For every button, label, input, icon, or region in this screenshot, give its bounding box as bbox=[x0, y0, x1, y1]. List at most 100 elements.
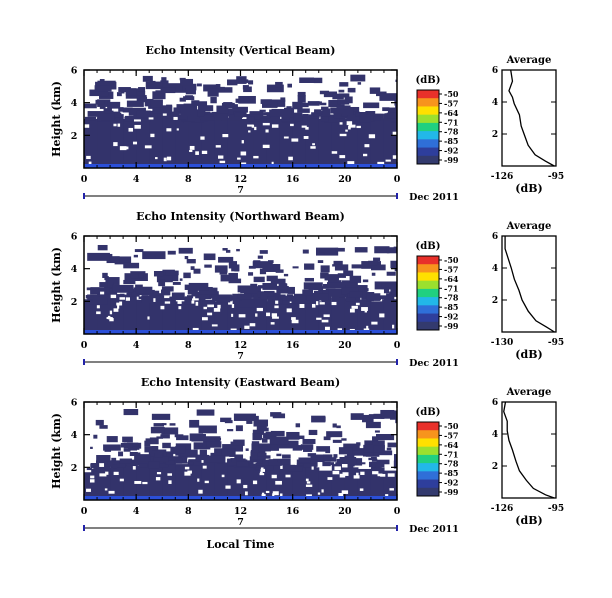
y-tick-label: 2 bbox=[71, 463, 78, 474]
echo-cell bbox=[364, 288, 369, 292]
gap-cell bbox=[90, 475, 95, 479]
echo-cell bbox=[151, 413, 171, 420]
echo-cell bbox=[95, 99, 105, 105]
echo-cell bbox=[337, 273, 346, 278]
gap-cell bbox=[213, 308, 221, 312]
echo-cell bbox=[380, 117, 384, 121]
average-title: Average bbox=[506, 55, 552, 66]
gap-cell bbox=[283, 136, 289, 139]
echo-cell bbox=[119, 458, 132, 464]
gap-cell bbox=[109, 318, 114, 322]
echo-cell bbox=[100, 112, 115, 121]
echo-cell bbox=[302, 438, 316, 444]
echo-column bbox=[162, 298, 176, 334]
echo-cell bbox=[235, 425, 243, 432]
echo-column bbox=[383, 296, 397, 334]
colorbar-segment bbox=[417, 313, 439, 323]
gap-cell bbox=[201, 150, 208, 155]
gap-cell bbox=[104, 488, 108, 491]
gap-cell bbox=[316, 301, 319, 306]
echo-cell bbox=[234, 454, 244, 461]
echo-column bbox=[175, 119, 189, 168]
echo-column bbox=[370, 119, 385, 168]
gap-cell bbox=[134, 480, 142, 484]
average-x-tick-label: -126 bbox=[491, 504, 514, 514]
echo-column bbox=[331, 115, 346, 168]
echo-cell bbox=[144, 440, 151, 447]
echo-cell bbox=[382, 299, 394, 303]
echo-cell bbox=[198, 443, 203, 447]
gap-cell bbox=[261, 469, 266, 472]
echo-cell bbox=[123, 448, 131, 452]
echo-cell bbox=[227, 429, 234, 432]
gap-cell bbox=[339, 122, 343, 125]
echo-cell bbox=[276, 453, 282, 457]
echo-column bbox=[227, 464, 242, 500]
echo-cell bbox=[109, 112, 122, 118]
echo-cell bbox=[179, 278, 183, 281]
echo-cell bbox=[216, 105, 229, 114]
gap-cell bbox=[144, 145, 152, 149]
echo-cell bbox=[104, 284, 114, 288]
gap-cell bbox=[334, 466, 341, 471]
average-y-tick-label: 4 bbox=[492, 430, 498, 440]
gap-cell bbox=[355, 302, 360, 306]
echo-cell bbox=[166, 111, 179, 119]
echo-cell bbox=[326, 282, 345, 289]
echo-column bbox=[383, 470, 397, 500]
echo-cell bbox=[235, 458, 246, 464]
gap-cell bbox=[113, 123, 117, 127]
echo-cell bbox=[365, 421, 381, 429]
gap-cell bbox=[262, 144, 270, 149]
echo-cell bbox=[346, 114, 364, 121]
echo-cell bbox=[84, 116, 97, 121]
echo-cell bbox=[165, 460, 175, 465]
gap-cell bbox=[155, 477, 161, 481]
echo-cell bbox=[375, 464, 382, 468]
echo-cell bbox=[189, 433, 199, 441]
echo-cell bbox=[390, 260, 397, 269]
echo-cell bbox=[220, 274, 231, 282]
echo-cell bbox=[90, 287, 110, 294]
echo-cell bbox=[93, 434, 98, 439]
echo-cell bbox=[286, 294, 294, 297]
colorbar-tick-label: -85 bbox=[444, 468, 458, 478]
echo-cell bbox=[257, 255, 263, 259]
echo-cell bbox=[350, 74, 366, 82]
gap-cell bbox=[317, 492, 321, 495]
echo-cell bbox=[123, 262, 140, 269]
echo-cell bbox=[362, 279, 369, 283]
echo-cell bbox=[225, 249, 231, 253]
echo-cell bbox=[323, 283, 329, 289]
echo-cell bbox=[393, 460, 397, 469]
echo-cell bbox=[238, 95, 256, 104]
gap-cell bbox=[197, 478, 200, 482]
gap-cell bbox=[339, 155, 346, 159]
echo-cell bbox=[138, 273, 144, 278]
echo-cell bbox=[321, 298, 332, 305]
echo-cell bbox=[375, 433, 395, 441]
date-label: Dec 2011 bbox=[409, 524, 459, 535]
echo-cell bbox=[86, 287, 94, 291]
gap-cell bbox=[389, 488, 394, 491]
gap-cell bbox=[192, 327, 199, 331]
echo-cell bbox=[327, 279, 338, 283]
echo-cell bbox=[142, 75, 153, 82]
gap-cell bbox=[184, 466, 190, 470]
echo-cell bbox=[259, 109, 266, 112]
panel-title: Echo Intensity (Vertical Beam) bbox=[145, 44, 335, 57]
echo-cell bbox=[152, 105, 173, 114]
y-tick-label: 4 bbox=[71, 98, 78, 109]
gap-cell bbox=[331, 151, 338, 154]
gap-cell bbox=[377, 473, 383, 477]
echo-cell bbox=[286, 106, 292, 109]
echo-cell bbox=[172, 281, 181, 285]
echo-cell bbox=[277, 459, 281, 463]
echo-cell bbox=[103, 444, 121, 451]
gap-cell bbox=[198, 489, 203, 494]
echo-cell bbox=[299, 463, 307, 466]
echo-cell bbox=[130, 271, 146, 279]
date-label: Dec 2011 bbox=[409, 192, 459, 203]
echo-cell bbox=[158, 279, 166, 287]
echo-cell bbox=[179, 114, 192, 120]
